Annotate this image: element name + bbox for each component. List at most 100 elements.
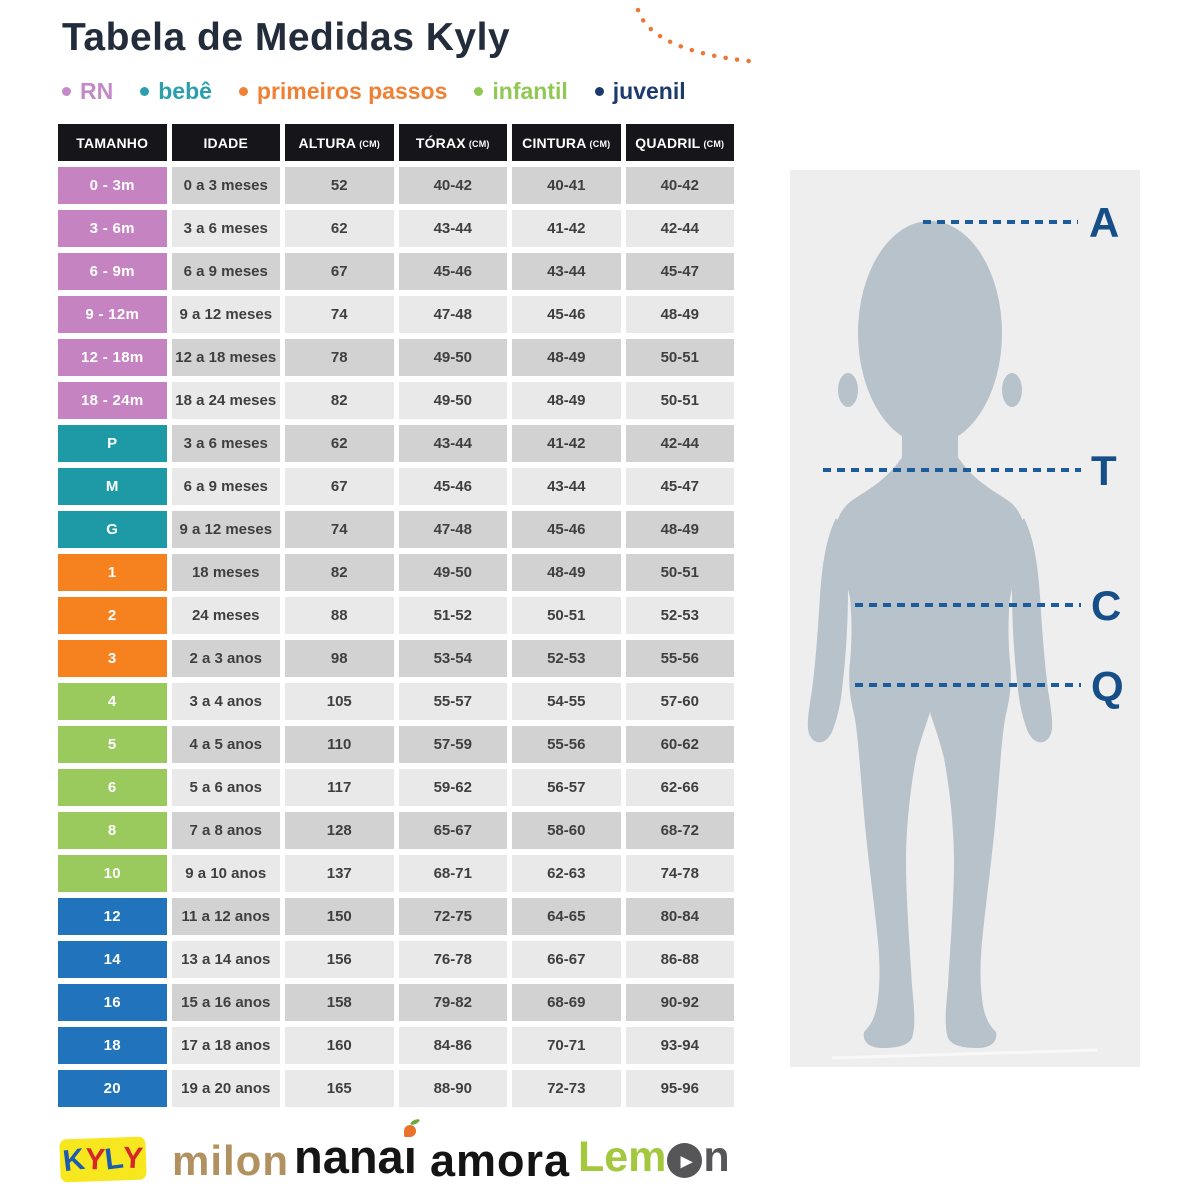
size-cell: P [58,425,167,462]
size-cell: 18 [58,1027,167,1064]
measurement-panel: A T C Q [790,170,1140,1067]
legend-item: juvenil [594,80,686,103]
header-label: IDADE [203,134,249,151]
table-header-cell: IDADE [171,124,280,161]
torax-cell: 51-52 [398,597,507,634]
size-cell: 8 [58,812,167,849]
idade-cell: 0 a 3 meses [171,167,280,204]
lemon-text-post: n [703,1133,730,1181]
idade-cell: 12 a 18 meses [171,339,280,376]
legend-bullet-icon [474,87,484,96]
idade-cell: 7 a 8 anos [171,812,280,849]
size-cell: M [58,468,167,505]
measurement-label-torax: T [1091,447,1117,494]
altura-cell: 62 [285,210,394,247]
torax-cell: 53-54 [398,640,507,677]
altura-cell: 88 [285,597,394,634]
idade-cell: 24 meses [171,597,280,634]
torax-cell: 57-59 [398,726,507,763]
legend-bullet-icon [238,87,248,96]
idade-cell: 4 a 5 anos [171,726,280,763]
torax-cell: 45-46 [398,468,507,505]
header-label: CINTURA [522,134,587,151]
size-cell: 3 [58,640,167,677]
legend-item: bebê [140,80,212,103]
idade-cell: 3 a 6 meses [171,425,280,462]
legend-label: bebê [158,78,212,104]
measurement-label-cintura: C [1091,582,1121,629]
legend: RN bebê primeiros passos infantil juvenil [62,80,686,103]
cintura-cell: 43-44 [512,468,621,505]
quadril-cell: 45-47 [625,253,734,290]
size-cell: 6 [58,769,167,806]
altura-cell: 67 [285,468,394,505]
torax-cell: 49-50 [398,382,507,419]
size-cell: 10 [58,855,167,892]
altura-cell: 160 [285,1027,394,1064]
right-arm-shape [1012,518,1053,743]
idade-cell: 9 a 12 meses [171,296,280,333]
idade-cell: 9 a 10 anos [171,855,280,892]
size-cell: 0 - 3m [58,167,167,204]
header-label: TAMANHO [76,134,149,151]
cintura-cell: 72-73 [512,1070,621,1107]
altura-cell: 67 [285,253,394,290]
idade-cell: 3 a 4 anos [171,683,280,720]
quadril-cell: 86-88 [625,941,734,978]
cintura-cell: 70-71 [512,1027,621,1064]
quadril-cell: 57-60 [625,683,734,720]
torax-cell: 55-57 [398,683,507,720]
legend-label: infantil [492,78,568,104]
altura-cell: 98 [285,640,394,677]
measurement-label-quadril: Q [1091,663,1124,710]
right-ear-shape [1002,373,1022,407]
legend-bullet-icon [594,87,604,96]
altura-cell: 150 [285,898,394,935]
torso-legs-shape [835,448,1025,1048]
header-label: QUADRIL [635,134,701,151]
idade-cell: 11 a 12 anos [171,898,280,935]
torax-cell: 49-50 [398,554,507,591]
torax-cell: 65-67 [398,812,507,849]
size-cell: 3 - 6m [58,210,167,247]
idade-cell: 18 a 24 meses [171,382,280,419]
table-header-cell: CINTURA (CM) [512,124,621,161]
nanai-fruit-icon [403,1125,416,1137]
quadril-cell: 42-44 [625,425,734,462]
table-header-cell: QUADRIL (CM) [625,124,734,161]
cintura-cell: 66-67 [512,941,621,978]
legend-bullet-icon [140,87,150,96]
cintura-cell: 62-63 [512,855,621,892]
legend-item: RN [62,80,113,103]
lemon-text-pre: Lem [578,1133,667,1181]
size-cell: 18 - 24m [58,382,167,419]
torax-cell: 84-86 [398,1027,507,1064]
cintura-cell: 55-56 [512,726,621,763]
idade-cell: 18 meses [171,554,280,591]
quadril-cell: 40-42 [625,167,734,204]
size-cell: 5 [58,726,167,763]
table-header-cell: TÓRAX (CM) [398,124,507,161]
quadril-cell: 93-94 [625,1027,734,1064]
size-cell: 16 [58,984,167,1021]
cintura-cell: 64-65 [512,898,621,935]
cintura-cell: 48-49 [512,382,621,419]
quadril-cell: 48-49 [625,511,734,548]
torax-cell: 43-44 [398,425,507,462]
legend-item: primeiros passos [238,80,447,103]
legend-bullet-icon [62,87,71,96]
idade-cell: 13 a 14 anos [171,941,280,978]
size-cell: 6 - 9m [58,253,167,290]
ground-line [831,1048,1099,1060]
torax-cell: 45-46 [398,253,507,290]
torax-cell: 47-48 [398,296,507,333]
logo-lemon: Lem ▸ n [578,1136,730,1179]
quadril-cell: 62-66 [625,769,734,806]
lemon-play-arrow-icon: ▸ [680,1147,692,1173]
quadril-cell: 50-51 [625,339,734,376]
torax-cell: 59-62 [398,769,507,806]
legend-label: RN [80,78,114,104]
